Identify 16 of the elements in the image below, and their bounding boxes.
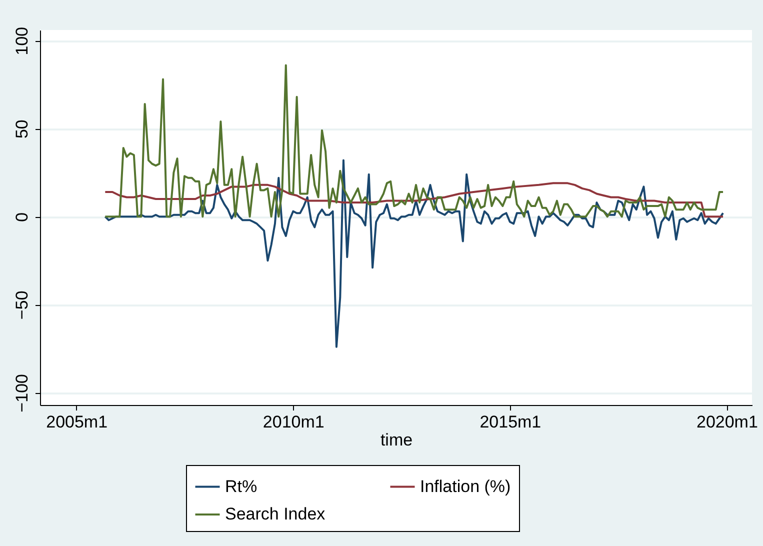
y-tick-label: 50 (12, 120, 32, 139)
y-tick-label: 0 (12, 212, 32, 222)
x-axis-title: time (380, 430, 413, 450)
x-tick-label: 2005m1 (46, 412, 108, 432)
line-series (104, 64, 724, 218)
line-series (104, 182, 724, 218)
y-tick-label: 100 (12, 26, 32, 56)
x-tick-label: 2010m1 (262, 412, 324, 432)
legend-label: Inflation (%) (420, 476, 511, 496)
x-tick-label: 2015m1 (480, 412, 542, 432)
legend-label: Rt% (225, 476, 258, 496)
line-series (104, 159, 724, 348)
legend-label: Search Index (225, 504, 326, 524)
y-tick-label: −100 (12, 374, 32, 412)
y-tick-label: −50 (12, 290, 32, 320)
x-tick-label: 2020m1 (696, 412, 758, 432)
